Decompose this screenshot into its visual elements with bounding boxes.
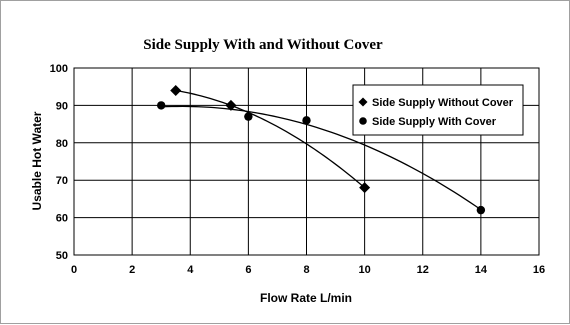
x-tick-label: 12: [417, 264, 429, 276]
y-tick-label: 50: [56, 250, 68, 262]
x-tick-labels: 0 2 4 6 8 10 12 14 16: [71, 264, 545, 276]
x-tick-label: 2: [129, 264, 135, 276]
legend-label: Side Supply With Cover: [372, 116, 497, 128]
diamond-marker: [170, 84, 182, 96]
y-tick-labels: 50 60 70 80 90 100: [50, 63, 68, 262]
chart-title: Side Supply With and Without Cover: [143, 37, 383, 53]
trendlines: [161, 89, 482, 211]
x-tick-label: 6: [245, 264, 251, 276]
y-tick-label: 100: [50, 63, 68, 75]
x-tick-label: 0: [71, 264, 77, 276]
plot-area-border: [73, 67, 540, 256]
y-tick-label: 70: [56, 175, 68, 187]
legend-box: [352, 84, 524, 136]
x-tick-label: 4: [187, 264, 194, 276]
legend-label: Side Supply Without Cover: [372, 97, 514, 109]
x-tick-label: 16: [533, 264, 545, 276]
trendline-circle: [161, 105, 482, 211]
circle-marker: [476, 205, 486, 215]
x-axis-label: Flow Rate L/min: [260, 291, 352, 305]
y-axis-label: Usable Hot Water: [30, 111, 44, 210]
diamond-marker: [359, 182, 371, 194]
data-markers: [156, 84, 486, 215]
x-tick-label: 10: [359, 264, 371, 276]
circle-marker: [302, 116, 311, 125]
circle-marker: [244, 112, 253, 121]
circle-marker: [156, 101, 166, 110]
trendline-diamond: [175, 89, 366, 189]
diamond-marker: [225, 99, 237, 111]
legend-circle-marker: [359, 117, 367, 125]
legend-diamond-marker: [358, 97, 368, 107]
y-tick-label: 60: [56, 213, 68, 225]
x-tick-label: 14: [475, 264, 488, 276]
legend: Side Supply Without Cover Side Supply Wit…: [352, 84, 524, 136]
x-tick-label: 8: [303, 264, 309, 276]
y-tick-label: 90: [56, 100, 68, 112]
y-tick-label: 80: [56, 138, 68, 150]
